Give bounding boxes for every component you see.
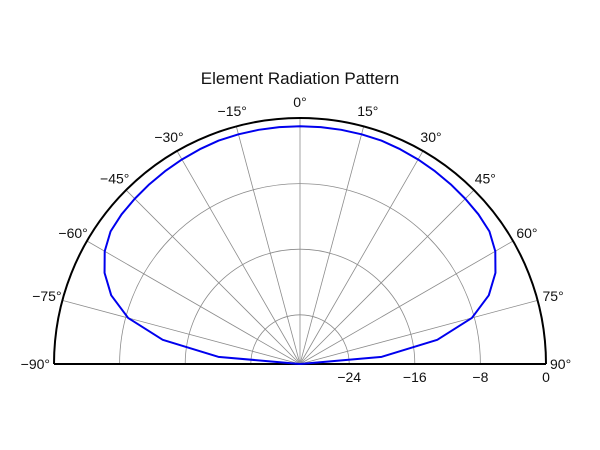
angle-tick-label-6: 0° xyxy=(293,94,306,110)
angle-tick-label-9: 45° xyxy=(475,171,496,187)
angle-tick-label-10: 60° xyxy=(516,225,537,241)
series-line-0 xyxy=(103,125,497,365)
angle-tick-label-12: 90° xyxy=(550,356,571,372)
angle-tick-label-8: 30° xyxy=(420,129,441,145)
radial-tick-label-3: 0 xyxy=(542,369,550,385)
angular-grid-line-5 xyxy=(235,126,301,365)
radial-tick-label-1: −16 xyxy=(403,369,427,385)
angle-tick-label-5: −15° xyxy=(218,103,247,119)
angle-tick-label-1: −75° xyxy=(32,288,61,304)
grid-layer xyxy=(53,117,547,365)
angular-grid-line-3 xyxy=(125,189,301,365)
angle-tick-label-0: −90° xyxy=(21,356,50,372)
angle-tick-label-3: −45° xyxy=(100,171,129,187)
outer-frame-arc xyxy=(53,117,547,365)
angular-grid-line-10 xyxy=(299,240,514,365)
label-layer: −90° −75° −60° −45° −30° −15° 0° 15° 30° 45° 60° 75… xyxy=(21,94,572,385)
angle-tick-label-2: −60° xyxy=(58,225,87,241)
angle-tick-label-7: 15° xyxy=(357,103,378,119)
angle-tick-label-4: −30° xyxy=(154,129,183,145)
angular-grid-line-7 xyxy=(299,126,365,365)
angular-grid-line-4 xyxy=(176,150,301,365)
radial-tick-label-2: −8 xyxy=(472,369,488,385)
angle-tick-label-11: 75° xyxy=(543,288,564,304)
series-layer xyxy=(103,125,497,365)
chart-title: Element Radiation Pattern xyxy=(201,69,399,88)
angular-grid-line-2 xyxy=(86,240,301,365)
angular-grid-line-8 xyxy=(299,150,424,365)
radial-tick-label-0: −24 xyxy=(337,369,361,385)
angular-grid-line-11 xyxy=(299,299,538,365)
angular-grid-line-9 xyxy=(299,189,475,365)
angular-grid-line-1 xyxy=(62,299,301,365)
